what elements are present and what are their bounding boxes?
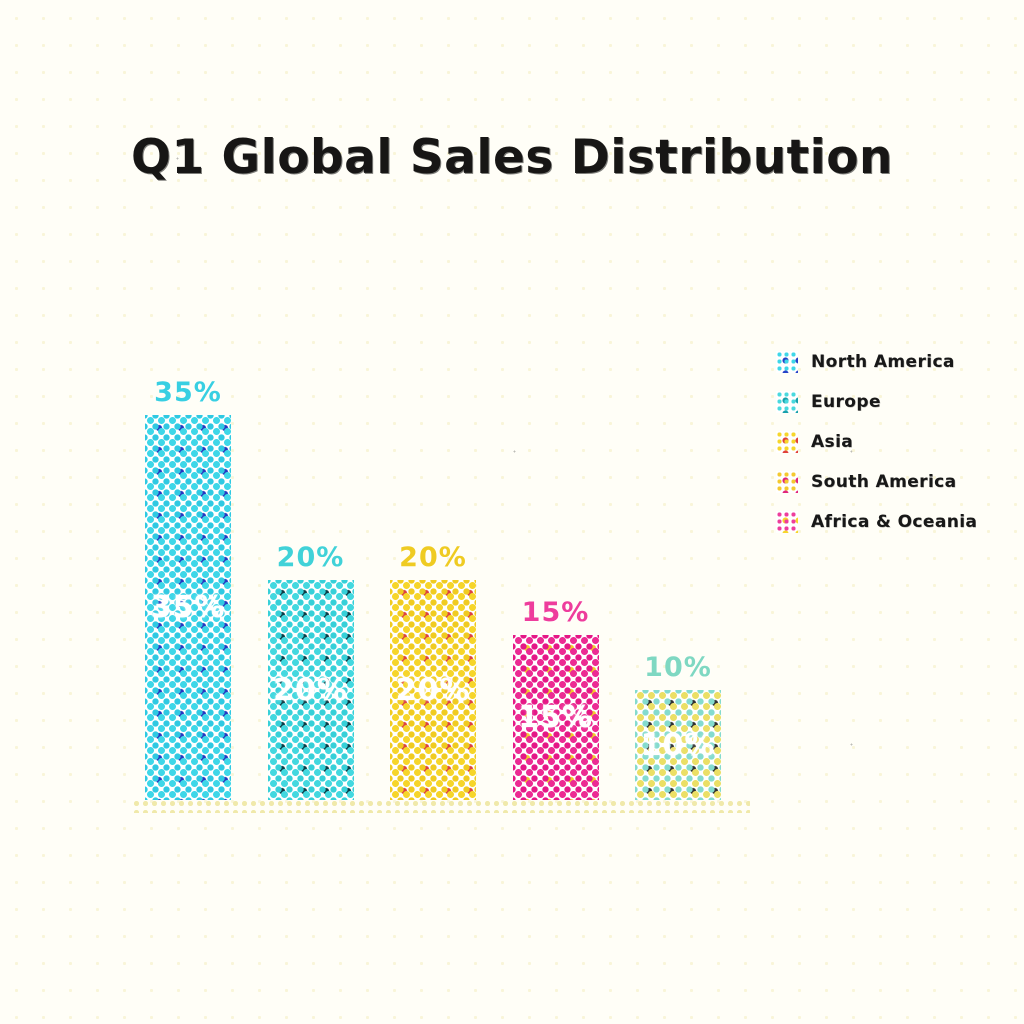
legend-label: Europe: [811, 392, 881, 412]
bar-asia: 20%: [390, 580, 476, 800]
bar-group-europe: 20% 20%: [267, 542, 354, 800]
legend-label: Africa & Oceania: [811, 512, 978, 532]
legend-item-africa-oceania: Africa & Oceania: [776, 502, 977, 542]
legend-swatch-icon: [776, 471, 798, 493]
bar-group-south-america: 15% 15%: [512, 597, 599, 800]
bar-inside-label-europe: 20%: [273, 672, 348, 708]
legend-swatch-icon: [776, 391, 798, 413]
legend-item-north-america: North America: [776, 342, 977, 382]
legend-swatch-icon: [776, 431, 798, 453]
legend-label: Asia: [811, 432, 854, 452]
bar-north-america: 35%: [145, 415, 231, 800]
legend-label: South America: [811, 472, 957, 492]
bar-inside-label-north-america: 35%: [150, 590, 226, 625]
bar-inside-label-south-america: 15%: [518, 700, 593, 735]
bar-inside-label-asia: 20%: [395, 672, 471, 708]
legend-label: North America: [811, 352, 955, 372]
bar-value-label-south-america: 15%: [521, 597, 590, 628]
bar-south-america: 15%: [512, 635, 599, 800]
chart-title: Q1 Global Sales Distribution: [130, 130, 893, 185]
bar-value-label-europe: 20%: [276, 542, 345, 573]
x-axis-baseline: [132, 799, 750, 813]
bar-africa-oceania: 10%: [635, 690, 721, 800]
bar-group-africa-oceania: 10% 10%: [635, 652, 721, 800]
bar-group-north-america: 35% 35%: [145, 377, 231, 800]
bar-group-asia: 20% 20%: [390, 542, 476, 800]
legend-item-asia: Asia: [776, 422, 977, 462]
legend: North America Europe Asia South America Afri…: [776, 342, 977, 542]
bar-inside-label-africa-oceania: 10%: [640, 727, 716, 763]
legend-item-europe: Europe: [776, 382, 977, 422]
legend-swatch-icon: [776, 351, 798, 373]
bar-value-label-africa-oceania: 10%: [644, 652, 712, 683]
bar-value-label-asia: 20%: [399, 542, 467, 573]
bar-europe: 20%: [267, 580, 354, 800]
legend-item-south-america: South America: [776, 462, 977, 502]
bar-value-label-north-america: 35%: [154, 377, 222, 408]
legend-swatch-icon: [776, 511, 798, 533]
